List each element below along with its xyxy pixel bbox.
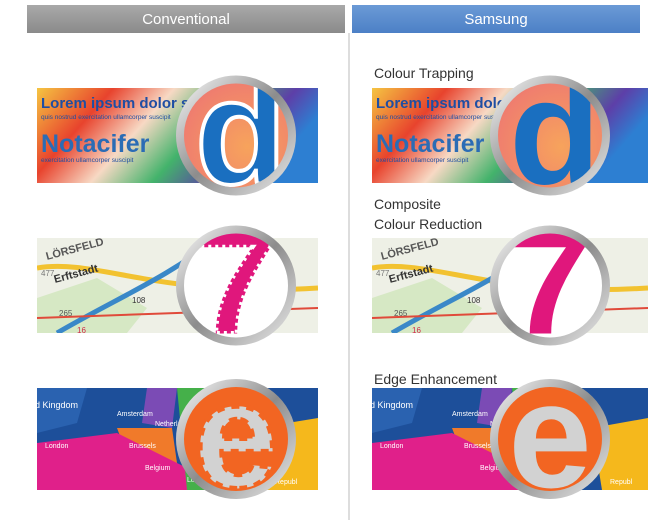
feature-label: Colour Trapping <box>374 65 474 81</box>
feature-label: Composite <box>374 196 441 212</box>
map-label: Brussels <box>129 443 156 450</box>
lens-ring <box>176 225 296 346</box>
lens <box>180 229 292 342</box>
magnifier: 7 <box>176 198 296 366</box>
magnifier: e <box>490 351 610 519</box>
magnifier: d <box>490 48 610 216</box>
country <box>37 433 197 490</box>
map-label: 108 <box>467 296 481 305</box>
subline: quis nostrud exercitation ullamcorper su… <box>41 114 171 121</box>
map-label: Amsterdam <box>452 411 488 418</box>
lens-ring <box>176 75 296 196</box>
header-samsung <box>352 5 640 33</box>
country <box>142 388 177 428</box>
lens <box>494 383 606 495</box>
header-conventional <box>27 5 345 33</box>
lens <box>180 79 292 192</box>
map-label: Amsterdam <box>117 411 153 418</box>
magnified-glyph: e <box>508 351 591 519</box>
lens-ring <box>176 379 296 499</box>
column-title: Conventional <box>142 11 230 28</box>
magnifier: e <box>176 351 296 519</box>
lens-ring <box>490 75 610 196</box>
map-label: 477 <box>41 269 55 278</box>
map-label: 477 <box>376 269 390 278</box>
magnified-glyph: d <box>195 48 287 216</box>
magnified-glyph: d <box>509 48 601 216</box>
column-title: Samsung <box>464 11 527 28</box>
map-label: Belgium <box>145 465 170 472</box>
magnified-glyph: 7 <box>508 198 591 366</box>
map-label: 265 <box>394 309 408 318</box>
map-label: London <box>45 443 68 450</box>
subline: quis nostrud exercitation ullamcorper su… <box>376 114 506 121</box>
map-label: d Kingdom <box>370 400 413 410</box>
map-label: 16 <box>77 326 86 335</box>
feature-label: Edge Enhancement <box>374 371 497 387</box>
lens <box>494 79 606 192</box>
map-label: 108 <box>132 296 146 305</box>
map-label: 16 <box>412 326 421 335</box>
map-label: Netherlands <box>155 421 193 428</box>
magnified-glyph: 7 <box>194 198 277 366</box>
word: Notacifer <box>376 130 485 158</box>
magnifier: 7 <box>490 198 610 366</box>
map-label: London <box>380 443 403 450</box>
headline: Lorem ipsum dolor sit met <box>41 95 229 112</box>
magnified-glyph: e <box>194 351 277 519</box>
lens <box>180 383 292 495</box>
map-label: Republ <box>275 479 298 486</box>
word: Notacifer <box>41 130 150 158</box>
map-area <box>372 278 482 333</box>
map-label: Brussels <box>464 443 491 450</box>
lens-ring <box>490 379 610 499</box>
lens <box>494 229 606 342</box>
map-label: Republ <box>610 479 633 486</box>
map-area <box>37 278 147 333</box>
country <box>372 433 532 490</box>
lens-ring <box>490 225 610 346</box>
country <box>372 388 422 433</box>
caption: exercitation ullamcorper suscipit <box>376 157 469 164</box>
feature-label: Colour Reduction <box>374 216 482 232</box>
caption: exercitation ullamcorper suscipit <box>41 157 134 164</box>
map-label: d Kingdom <box>35 400 78 410</box>
map-label: 265 <box>59 309 73 318</box>
magnifier: d <box>176 48 296 216</box>
map-label: Belgium <box>480 465 505 472</box>
country <box>37 388 87 433</box>
